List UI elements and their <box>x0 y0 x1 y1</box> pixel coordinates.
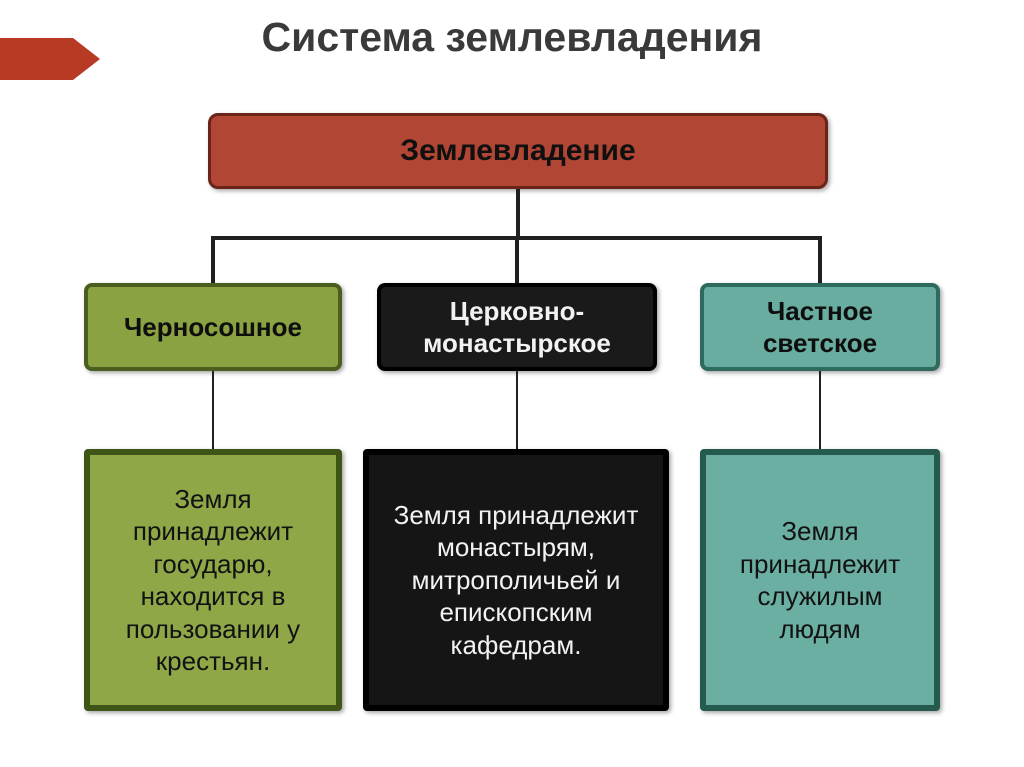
connector-root-stem <box>516 189 520 238</box>
category-desc-right-text: Земля принадлежит служилым людям <box>706 509 934 651</box>
connector-link-left <box>212 371 214 449</box>
category-desc-center: Земля принадлежит монастырям, митрополич… <box>363 449 669 711</box>
category-header-left: Черносошное <box>84 283 342 371</box>
connector-link-right <box>819 371 821 449</box>
category-desc-left: Земля принадлежит государю, находится в … <box>84 449 342 711</box>
category-desc-left-text: Земля принадлежит государю, находится в … <box>90 477 336 684</box>
category-header-center-label: Церковно-монастырское <box>381 289 653 366</box>
connector-drop-center <box>515 236 519 283</box>
category-header-left-label: Черносошное <box>114 305 312 350</box>
category-desc-center-text: Земля принадлежит монастырям, митрополич… <box>369 493 663 668</box>
category-desc-right: Земля принадлежит служилым людям <box>700 449 940 711</box>
category-header-center: Церковно-монастырское <box>377 283 657 371</box>
connector-link-center <box>516 371 518 449</box>
connector-drop-right <box>818 236 822 283</box>
category-header-right-label: Частное светское <box>704 289 936 366</box>
root-box-label: Землевладение <box>390 126 645 176</box>
connector-drop-left <box>211 236 215 283</box>
page-title: Система землевладения <box>0 14 1024 61</box>
category-header-right: Частное светское <box>700 283 940 371</box>
root-box: Землевладение <box>208 113 828 189</box>
